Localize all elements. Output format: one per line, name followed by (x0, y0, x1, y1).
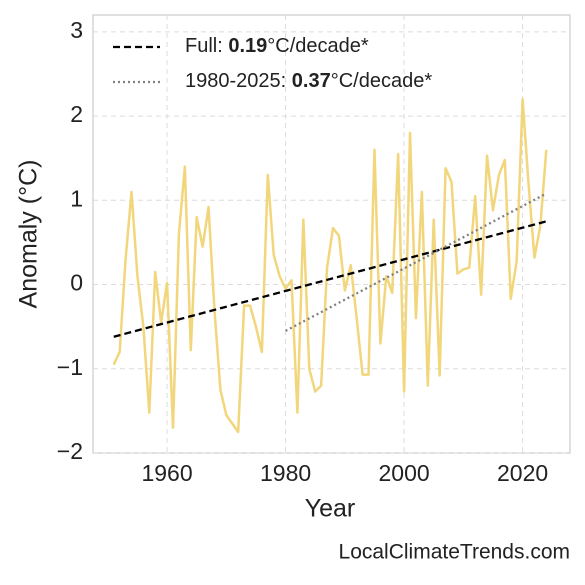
x-tick-label: 1980 (260, 460, 311, 486)
y-tick-label: 3 (70, 17, 83, 43)
x-tick-label: 2020 (497, 460, 548, 486)
legend-name: 1980-2025: (185, 70, 292, 92)
trend-line (113, 220, 547, 338)
x-axis-label: Year (305, 495, 356, 523)
y-tick-label: 2 (70, 101, 83, 127)
y-tick-label: −2 (57, 438, 83, 464)
legend-unit: °C/decade* (267, 35, 369, 57)
y-tick-label: 1 (70, 185, 83, 211)
legend-slope: 0.37 (292, 70, 331, 92)
legend-name: Full: (185, 35, 228, 57)
legend-unit: °C/decade* (331, 70, 433, 92)
y-tick-label: −1 (57, 354, 83, 380)
y-axis-label: Anomaly (°C) (15, 160, 43, 309)
legend-label: 1980-2025: 0.37°C/decade* (185, 70, 432, 92)
legend-label: Full: 0.19°C/decade* (185, 35, 369, 57)
x-tick-label: 1960 (141, 460, 192, 486)
legend-slope: 0.19 (228, 35, 267, 57)
x-tick-label: 2000 (379, 460, 430, 486)
trend-line (285, 192, 547, 332)
source: LocalClimateTrends.com (339, 541, 570, 564)
y-tick-label: 0 (70, 270, 83, 296)
data-line (112, 97, 548, 434)
